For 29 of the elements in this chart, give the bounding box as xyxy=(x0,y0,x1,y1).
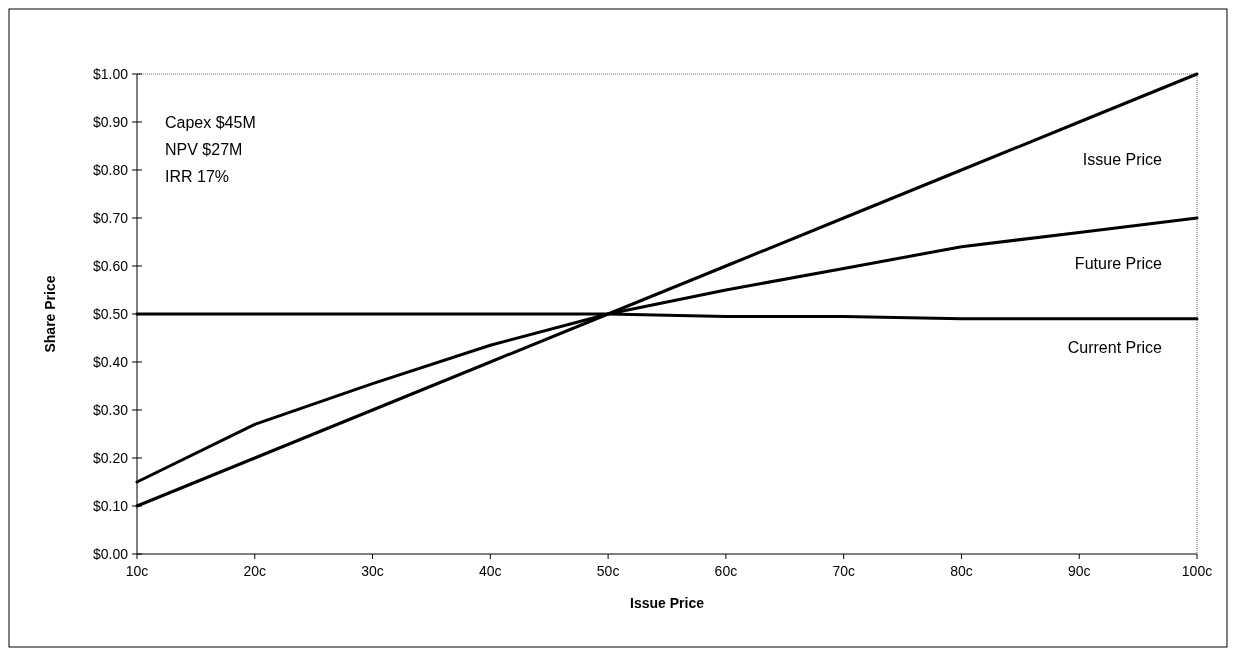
x-tick-label: 100c xyxy=(1181,563,1213,579)
y-tick-label: $1.00 xyxy=(92,65,129,82)
y-tick-label: $0.00 xyxy=(92,545,129,562)
y-tick-label: $0.20 xyxy=(92,449,129,466)
x-axis-title: Issue Price xyxy=(630,595,705,611)
series-label: Future Price xyxy=(1074,255,1163,273)
y-tick-label: $0.80 xyxy=(92,161,129,178)
annotation: NPV $27M xyxy=(165,141,243,158)
x-tick-label: 40c xyxy=(479,563,502,579)
series-label: Issue Price xyxy=(1082,151,1163,169)
x-tick-label: 10c xyxy=(125,563,149,579)
annotation: IRR 17% xyxy=(165,168,230,185)
y-tick-label: $0.50 xyxy=(92,305,129,322)
y-axis-title: Share Price xyxy=(42,275,58,353)
series-label: Current Price xyxy=(1067,338,1163,356)
y-tick-label: $0.10 xyxy=(92,497,129,514)
y-tick-label: $0.60 xyxy=(92,257,129,274)
x-tick-label: 70c xyxy=(832,563,855,579)
x-tick-label: 50c xyxy=(596,563,620,579)
annotation: Capex $45M xyxy=(165,114,256,131)
x-tick-label: 20c xyxy=(243,563,267,579)
x-tick-label: 60c xyxy=(714,563,738,579)
y-tick-label: $0.90 xyxy=(92,113,129,130)
y-tick-label: $0.30 xyxy=(92,401,129,418)
x-tick-label: 90c xyxy=(1067,563,1091,579)
x-tick-label: 30c xyxy=(361,563,384,579)
y-tick-label: $0.40 xyxy=(92,353,129,370)
x-tick-label: 80c xyxy=(950,563,973,579)
y-tick-label: $0.70 xyxy=(92,209,129,226)
